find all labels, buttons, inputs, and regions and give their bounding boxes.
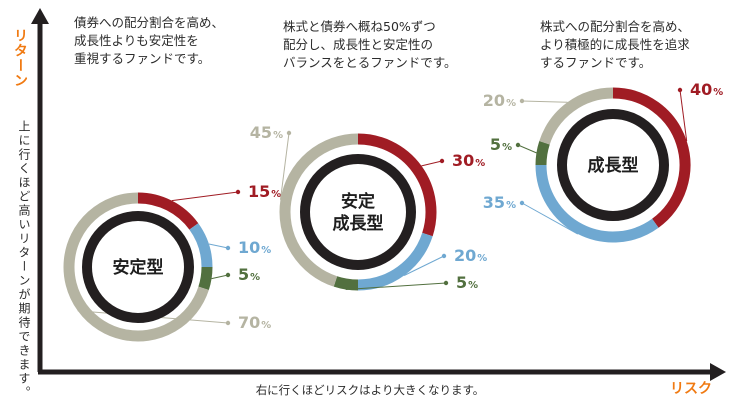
balanced-allocation-label: 5% xyxy=(456,273,478,292)
growth-leader-dot xyxy=(519,98,525,104)
growth-leader-line xyxy=(679,89,688,142)
stable-leader-dot xyxy=(225,320,231,326)
stable-allocation-segment xyxy=(198,266,213,291)
growth-fund-donut: 40% 35% 5% 20% 成長型 xyxy=(483,80,723,243)
stable-leader-dot xyxy=(225,272,231,278)
growth-allocation-segment xyxy=(535,141,550,166)
stable-fund-description: 債券への配分割合を高め、 成長性よりも安定性を 重視するファンドです。 xyxy=(74,15,225,66)
balanced-leader-line xyxy=(403,255,445,276)
balanced-allocation-segment xyxy=(357,133,437,237)
growth-allocation-label: 40% xyxy=(690,80,723,99)
y-axis-label: リターン xyxy=(12,28,28,88)
donut-charts: 15%10%5%70%安定型30%20%5%45%安定成長型40%35%5%20… xyxy=(63,80,723,342)
balanced-fund-name: 安定 xyxy=(341,191,375,212)
growth-leader-line xyxy=(517,144,537,154)
balanced-allocation-label: 20% xyxy=(454,246,487,265)
balanced-leader-line xyxy=(345,282,447,291)
x-axis-arrowhead xyxy=(710,363,726,381)
growth-allocation-segment xyxy=(612,87,691,228)
stable-leader-line xyxy=(211,274,229,280)
growth-allocation-label: 35% xyxy=(483,193,516,212)
stable-leader-line xyxy=(208,243,229,249)
balanced-fund-name: 成長型 xyxy=(333,213,384,234)
stable-allocation-label: 10% xyxy=(238,238,271,257)
balanced-leader-line xyxy=(279,132,290,200)
balanced-leader-dot xyxy=(439,158,445,164)
stable-allocation-segment xyxy=(137,192,199,230)
balanced-leader-dot xyxy=(286,130,292,136)
stable-fund-name: 安定型 xyxy=(113,257,164,278)
growth-core-ring xyxy=(557,109,669,221)
stable-leader-dot xyxy=(235,189,241,195)
growth-allocation-label: 20% xyxy=(483,91,516,110)
stable-allocation-label: 70% xyxy=(238,313,271,332)
balanced-leader-dot xyxy=(441,253,447,259)
axes xyxy=(31,8,726,381)
balanced-allocation-segment xyxy=(279,133,359,287)
balanced-fund-description: 株式と債券へ概ね50%ずつ 配分し、成長性と安定性の バランスをとるファンドです… xyxy=(283,19,457,70)
growth-leader-line xyxy=(521,202,579,235)
stable-core-ring xyxy=(82,211,194,323)
stable-allocation-label: 5% xyxy=(238,265,260,284)
balanced-allocation-label: 30% xyxy=(452,151,485,170)
balanced-allocation-segment xyxy=(333,276,359,291)
stable-leader-line xyxy=(171,191,239,202)
stable-fund-donut: 15% 10% 5% 70% 安定型 xyxy=(63,182,281,342)
growth-leader-line xyxy=(521,100,568,103)
balanced-core-ring xyxy=(300,154,416,270)
y-axis-arrowhead xyxy=(31,8,49,24)
stable-allocation-segment xyxy=(63,192,209,342)
balanced-leader-dot xyxy=(443,280,449,286)
x-axis-note: 右に行くほどリスクはより大きくなります。 xyxy=(255,383,485,397)
balanced-allocation-label: 45% xyxy=(250,123,283,142)
stable-allocation-label: 15% xyxy=(248,182,281,201)
growth-allocation-segment xyxy=(539,87,614,145)
growth-leader-dot xyxy=(677,87,683,93)
x-axis-label: リスク xyxy=(670,381,712,397)
y-axis-note: 上に行くほど高いリターンが期待できます。 xyxy=(17,120,31,400)
growth-allocation-label: 5% xyxy=(490,135,512,154)
stable-leader-dot xyxy=(225,245,231,251)
growth-allocation-segment xyxy=(535,164,659,243)
stable-allocation-segment xyxy=(189,223,213,268)
balanced-allocation-segment xyxy=(357,232,433,291)
growth-leader-dot xyxy=(515,142,521,148)
growth-fund-description: 株式への配分割合を高め、 より積極的に成長性を追求 するファンドです。 xyxy=(540,19,691,70)
growth-fund-name: 成長型 xyxy=(588,155,639,176)
growth-leader-dot xyxy=(519,200,525,206)
balanced-leader-line xyxy=(421,160,443,167)
